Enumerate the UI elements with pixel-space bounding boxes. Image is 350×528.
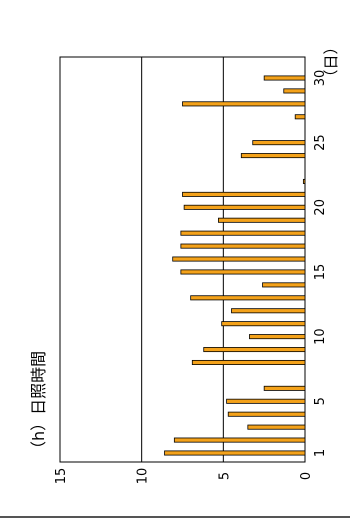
x-tick-label: 15 xyxy=(313,264,328,281)
bar xyxy=(294,114,306,120)
bar xyxy=(164,450,306,456)
x-tick-label: 25 xyxy=(313,134,328,151)
y-tick-label: 15 xyxy=(54,468,69,485)
bar xyxy=(262,282,306,288)
bar xyxy=(180,230,306,236)
bar xyxy=(191,359,306,365)
bar xyxy=(231,308,306,314)
bar xyxy=(180,243,306,249)
bar xyxy=(221,321,306,327)
bar xyxy=(203,347,306,353)
bars xyxy=(164,75,306,456)
chart-title: （h）日照時間 xyxy=(29,351,48,457)
bar xyxy=(240,153,306,159)
bar xyxy=(182,101,306,107)
bar xyxy=(182,191,306,197)
bar xyxy=(226,398,306,404)
bar xyxy=(247,424,306,430)
x-tick-label: 10 xyxy=(313,328,328,345)
x-tick-label: 1 xyxy=(313,449,328,457)
bar xyxy=(183,204,306,210)
bar xyxy=(172,256,306,262)
y-tick-label: 0 xyxy=(299,472,314,480)
y-tick-label: 5 xyxy=(217,472,232,480)
bar xyxy=(180,269,306,275)
y-tick-labels: 0 5 10 15 xyxy=(54,468,314,485)
bar xyxy=(263,385,306,391)
bar xyxy=(249,334,306,340)
x-tick-label: 5 xyxy=(313,397,328,405)
bar xyxy=(252,140,306,146)
bar xyxy=(302,178,306,184)
bar xyxy=(283,88,306,94)
bottom-border xyxy=(0,516,350,518)
bar xyxy=(218,217,306,223)
bar xyxy=(190,295,306,301)
bar xyxy=(227,411,306,417)
bar xyxy=(263,75,306,81)
y-tick-label: 10 xyxy=(136,468,151,485)
bar xyxy=(173,437,306,443)
x-tick-label: 30 xyxy=(313,70,328,87)
x-axis-label: （日） xyxy=(322,39,340,84)
x-tick-label: 20 xyxy=(313,199,328,216)
